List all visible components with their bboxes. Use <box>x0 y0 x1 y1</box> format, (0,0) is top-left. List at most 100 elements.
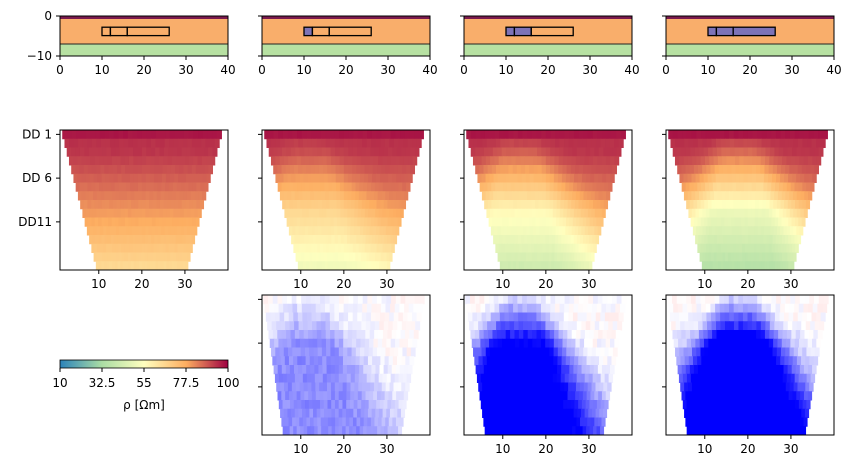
pseudosection-cell <box>698 208 703 218</box>
difference-cell <box>712 391 717 401</box>
pseudosection-cell <box>127 200 132 210</box>
difference-cell <box>575 338 581 348</box>
pseudosection-cell <box>184 252 188 262</box>
pseudosection-cell <box>715 226 720 236</box>
difference-cell <box>327 408 332 418</box>
pseudosection-cell <box>527 191 532 201</box>
difference-cell <box>393 347 399 357</box>
pseudosection-cell <box>707 261 711 271</box>
difference-cell <box>778 330 784 340</box>
difference-cell <box>324 417 329 427</box>
difference-cell <box>767 356 773 366</box>
pseudosection-cell <box>689 182 694 192</box>
difference-cell <box>271 321 277 331</box>
difference-cell <box>366 312 372 322</box>
pseudosection-cell <box>379 243 383 253</box>
difference-cell <box>596 373 602 383</box>
difference-cell <box>593 426 598 436</box>
pseudosection-cell <box>553 182 559 192</box>
difference-cell <box>312 330 318 340</box>
pseudosection-cell <box>751 191 756 201</box>
pseudosection-cell <box>357 130 364 140</box>
pseudosection-cell <box>782 182 788 192</box>
difference-cell <box>338 391 344 401</box>
difference-cell <box>536 303 542 313</box>
pseudosection-cell <box>493 173 499 183</box>
pseudosection-cell <box>526 226 531 236</box>
difference-cell <box>724 312 730 322</box>
pseudosection-cell <box>333 217 338 227</box>
difference-cell <box>540 400 545 410</box>
pseudosection-cell <box>107 252 112 262</box>
pseudosection-cell <box>554 252 558 262</box>
difference-cell <box>756 303 763 313</box>
pseudosection-cell <box>539 243 544 253</box>
difference-cell <box>746 426 751 436</box>
pseudosection-cell <box>167 200 172 210</box>
difference-cell <box>746 391 751 401</box>
pseudosection-cell <box>552 217 557 227</box>
pseudosection-cell <box>176 208 181 218</box>
difference-cell <box>708 338 714 348</box>
pseudosection-cell <box>537 261 541 271</box>
pseudosection-cell <box>677 147 683 157</box>
difference-cell <box>776 356 781 366</box>
pseudosection-cell <box>736 252 740 262</box>
pseudosection-cell <box>575 261 579 271</box>
pseudosection-cell <box>108 165 114 175</box>
difference-cell <box>689 391 694 401</box>
pseudosection-cell <box>131 208 136 218</box>
pseudosection-cell <box>700 200 705 210</box>
difference-cell <box>763 426 768 436</box>
pseudosection-cell <box>790 252 794 262</box>
difference-cell <box>752 303 758 313</box>
difference-cell <box>555 295 561 305</box>
pseudosection-cell <box>765 147 771 157</box>
difference-cell <box>571 330 577 340</box>
difference-cell <box>812 365 817 375</box>
difference-cell <box>388 391 393 401</box>
pseudosection-cell <box>534 182 539 192</box>
difference-cell <box>594 321 600 331</box>
difference-cell <box>513 312 519 322</box>
difference-cell <box>536 365 542 375</box>
pseudosection-cell <box>295 252 299 262</box>
pseudosection-cell <box>782 208 787 218</box>
pseudosection-cell <box>100 138 106 148</box>
pseudosection-cell <box>712 226 717 236</box>
difference-cell <box>689 321 695 331</box>
difference-cell <box>357 312 363 322</box>
pseudosection-cell <box>311 200 316 210</box>
pseudosection-cell <box>770 138 776 148</box>
difference-cell <box>704 426 709 436</box>
difference-cell <box>746 382 752 392</box>
difference-cell <box>787 321 793 331</box>
difference-cell <box>553 365 558 375</box>
pseudosection-cell <box>167 226 172 236</box>
pseudosection-cell <box>530 235 534 245</box>
difference-cell <box>724 417 729 427</box>
pseudosection-cell <box>126 235 130 245</box>
difference-cell <box>728 408 733 418</box>
difference-cell <box>523 338 529 348</box>
pseudosection-cell <box>325 235 329 245</box>
pseudosection-cell <box>764 156 770 166</box>
pseudosection-cell <box>177 243 181 253</box>
difference-cell <box>578 347 584 357</box>
difference-cell <box>778 321 784 331</box>
pseudosection-cell <box>739 261 743 271</box>
pseudosection-cell <box>499 130 505 140</box>
pseudosection-cell <box>787 252 791 262</box>
pseudosection-cell <box>113 130 119 140</box>
pseudosection-cell <box>553 200 558 210</box>
colorbar-tick-label: 32.5 <box>89 376 116 390</box>
difference-cell <box>536 347 542 357</box>
pseudosection-cell <box>793 252 797 262</box>
pseudosection-cell <box>404 130 410 140</box>
difference-cell <box>722 373 728 383</box>
difference-cell <box>795 330 801 340</box>
difference-cell <box>772 400 777 410</box>
pseudosection-cell <box>339 147 345 157</box>
pseudosection-cell <box>785 130 791 140</box>
pseudosection-cell <box>343 191 349 201</box>
